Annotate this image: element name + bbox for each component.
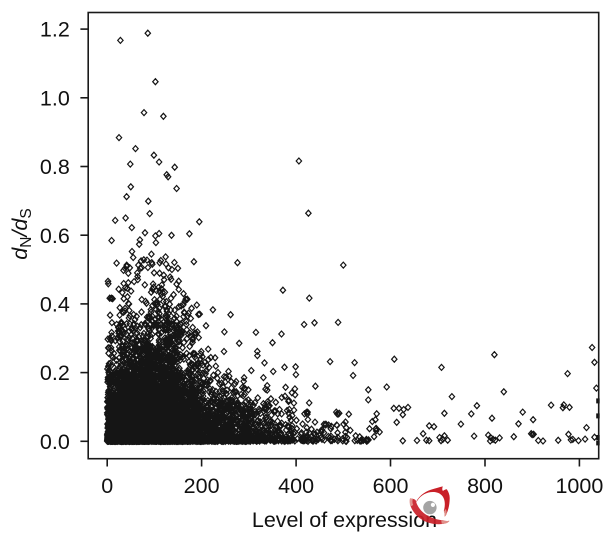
svg-text:800: 800 [467,474,503,498]
svg-text:400: 400 [278,474,314,498]
svg-text:1000: 1000 [555,474,603,498]
svg-text:0.4: 0.4 [40,293,70,317]
svg-text:1.2: 1.2 [40,18,70,42]
svg-text:600: 600 [373,474,409,498]
svg-text:Level of expression: Level of expression [252,508,437,532]
svg-text:dN/dS: dN/dS [8,208,35,259]
svg-text:200: 200 [184,474,220,498]
svg-text:0.2: 0.2 [40,361,70,385]
svg-text:0.0: 0.0 [40,430,70,454]
svg-text:0.6: 0.6 [40,224,70,248]
svg-text:1.0: 1.0 [40,86,70,110]
svg-text:0: 0 [101,474,113,498]
svg-text:0.8: 0.8 [40,155,70,179]
